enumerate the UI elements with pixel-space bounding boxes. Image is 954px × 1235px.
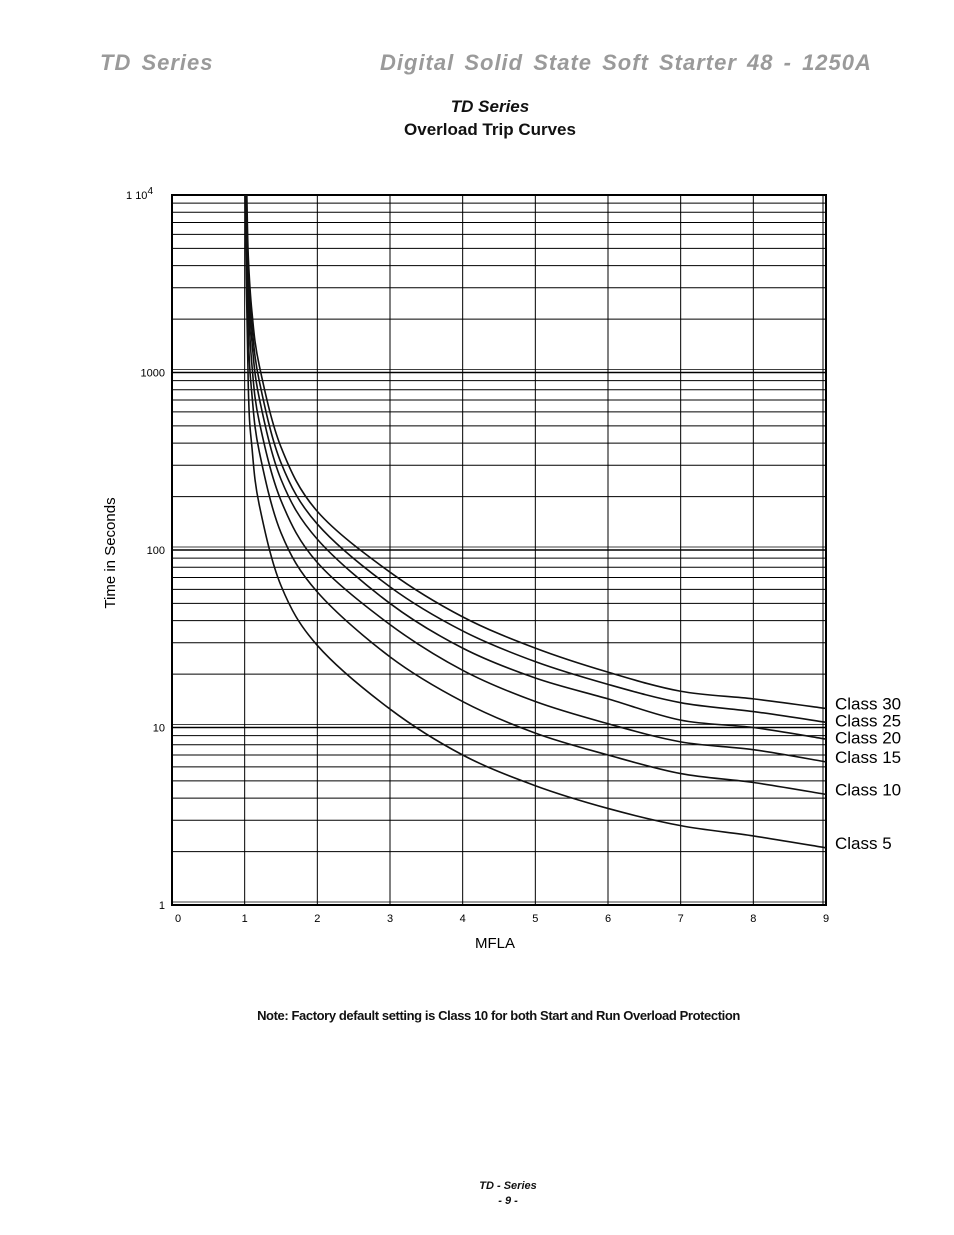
curve-class-15: [244, 194, 827, 763]
x-tick-label: 5: [532, 913, 538, 925]
header-product-title: Digital Solid State Soft Starter 48 - 12…: [380, 50, 872, 75]
chart-title-main: Overload Trip Curves: [404, 120, 576, 139]
overload-trip-curves-chart: MFLA Time in Seconds 0 1 2 3 4 5 6 7 8 91 1041000…: [102, 186, 901, 952]
curve-class-30: [246, 194, 827, 710]
x-tick-label: 6: [605, 913, 611, 925]
series-label-class-10: Class 10: [835, 780, 901, 799]
curve-class-5: [244, 194, 827, 849]
plot-frame: [171, 194, 827, 906]
y-axis-label: Time in Seconds: [102, 497, 119, 608]
x-tick-label: 7: [678, 913, 684, 925]
chart-title-series: TD Series: [450, 97, 530, 116]
x-tick-label: 4: [460, 913, 466, 925]
series-label-class-30: Class 30: [835, 694, 901, 713]
series-label-class-15: Class 15: [835, 748, 901, 767]
series-label-class-25: Class 25: [835, 711, 901, 730]
y-tick-label: 1000: [141, 368, 165, 380]
y-tick-label: 1: [159, 900, 165, 912]
footer-series: TD - Series: [479, 1180, 537, 1192]
chart-curves: [244, 194, 827, 849]
y-tick-exponent: 4: [147, 186, 153, 197]
x-axis-label: MFLA: [475, 935, 515, 952]
y-tick-label: 1 104: [126, 186, 153, 202]
header-series-title: TD Series: [100, 50, 214, 75]
curve-class-10: [244, 194, 827, 796]
curve-class-25: [245, 194, 827, 724]
factory-default-note: Note: Factory default setting is Class 1…: [257, 1008, 740, 1023]
y-tick-label: 10: [153, 723, 165, 735]
x-tick-label: 9: [823, 913, 829, 925]
series-label-class-5: Class 5: [835, 834, 892, 853]
curve-class-20: [245, 194, 827, 740]
x-tick-label: 3: [387, 913, 393, 925]
y-tick-label: 100: [147, 545, 165, 557]
chart-labels: MFLA Time in Seconds 0 1 2 3 4 5 6 7 8 91 1041000…: [102, 186, 901, 952]
x-tick-label: 1: [242, 913, 248, 925]
x-tick-label: 2: [314, 913, 320, 925]
series-label-class-20: Class 20: [835, 728, 901, 747]
x-tick-label: 8: [750, 913, 756, 925]
footer-page-number: - 9 -: [498, 1195, 518, 1207]
x-tick-label: 0: [175, 913, 181, 925]
chart-grid: [171, 194, 827, 906]
